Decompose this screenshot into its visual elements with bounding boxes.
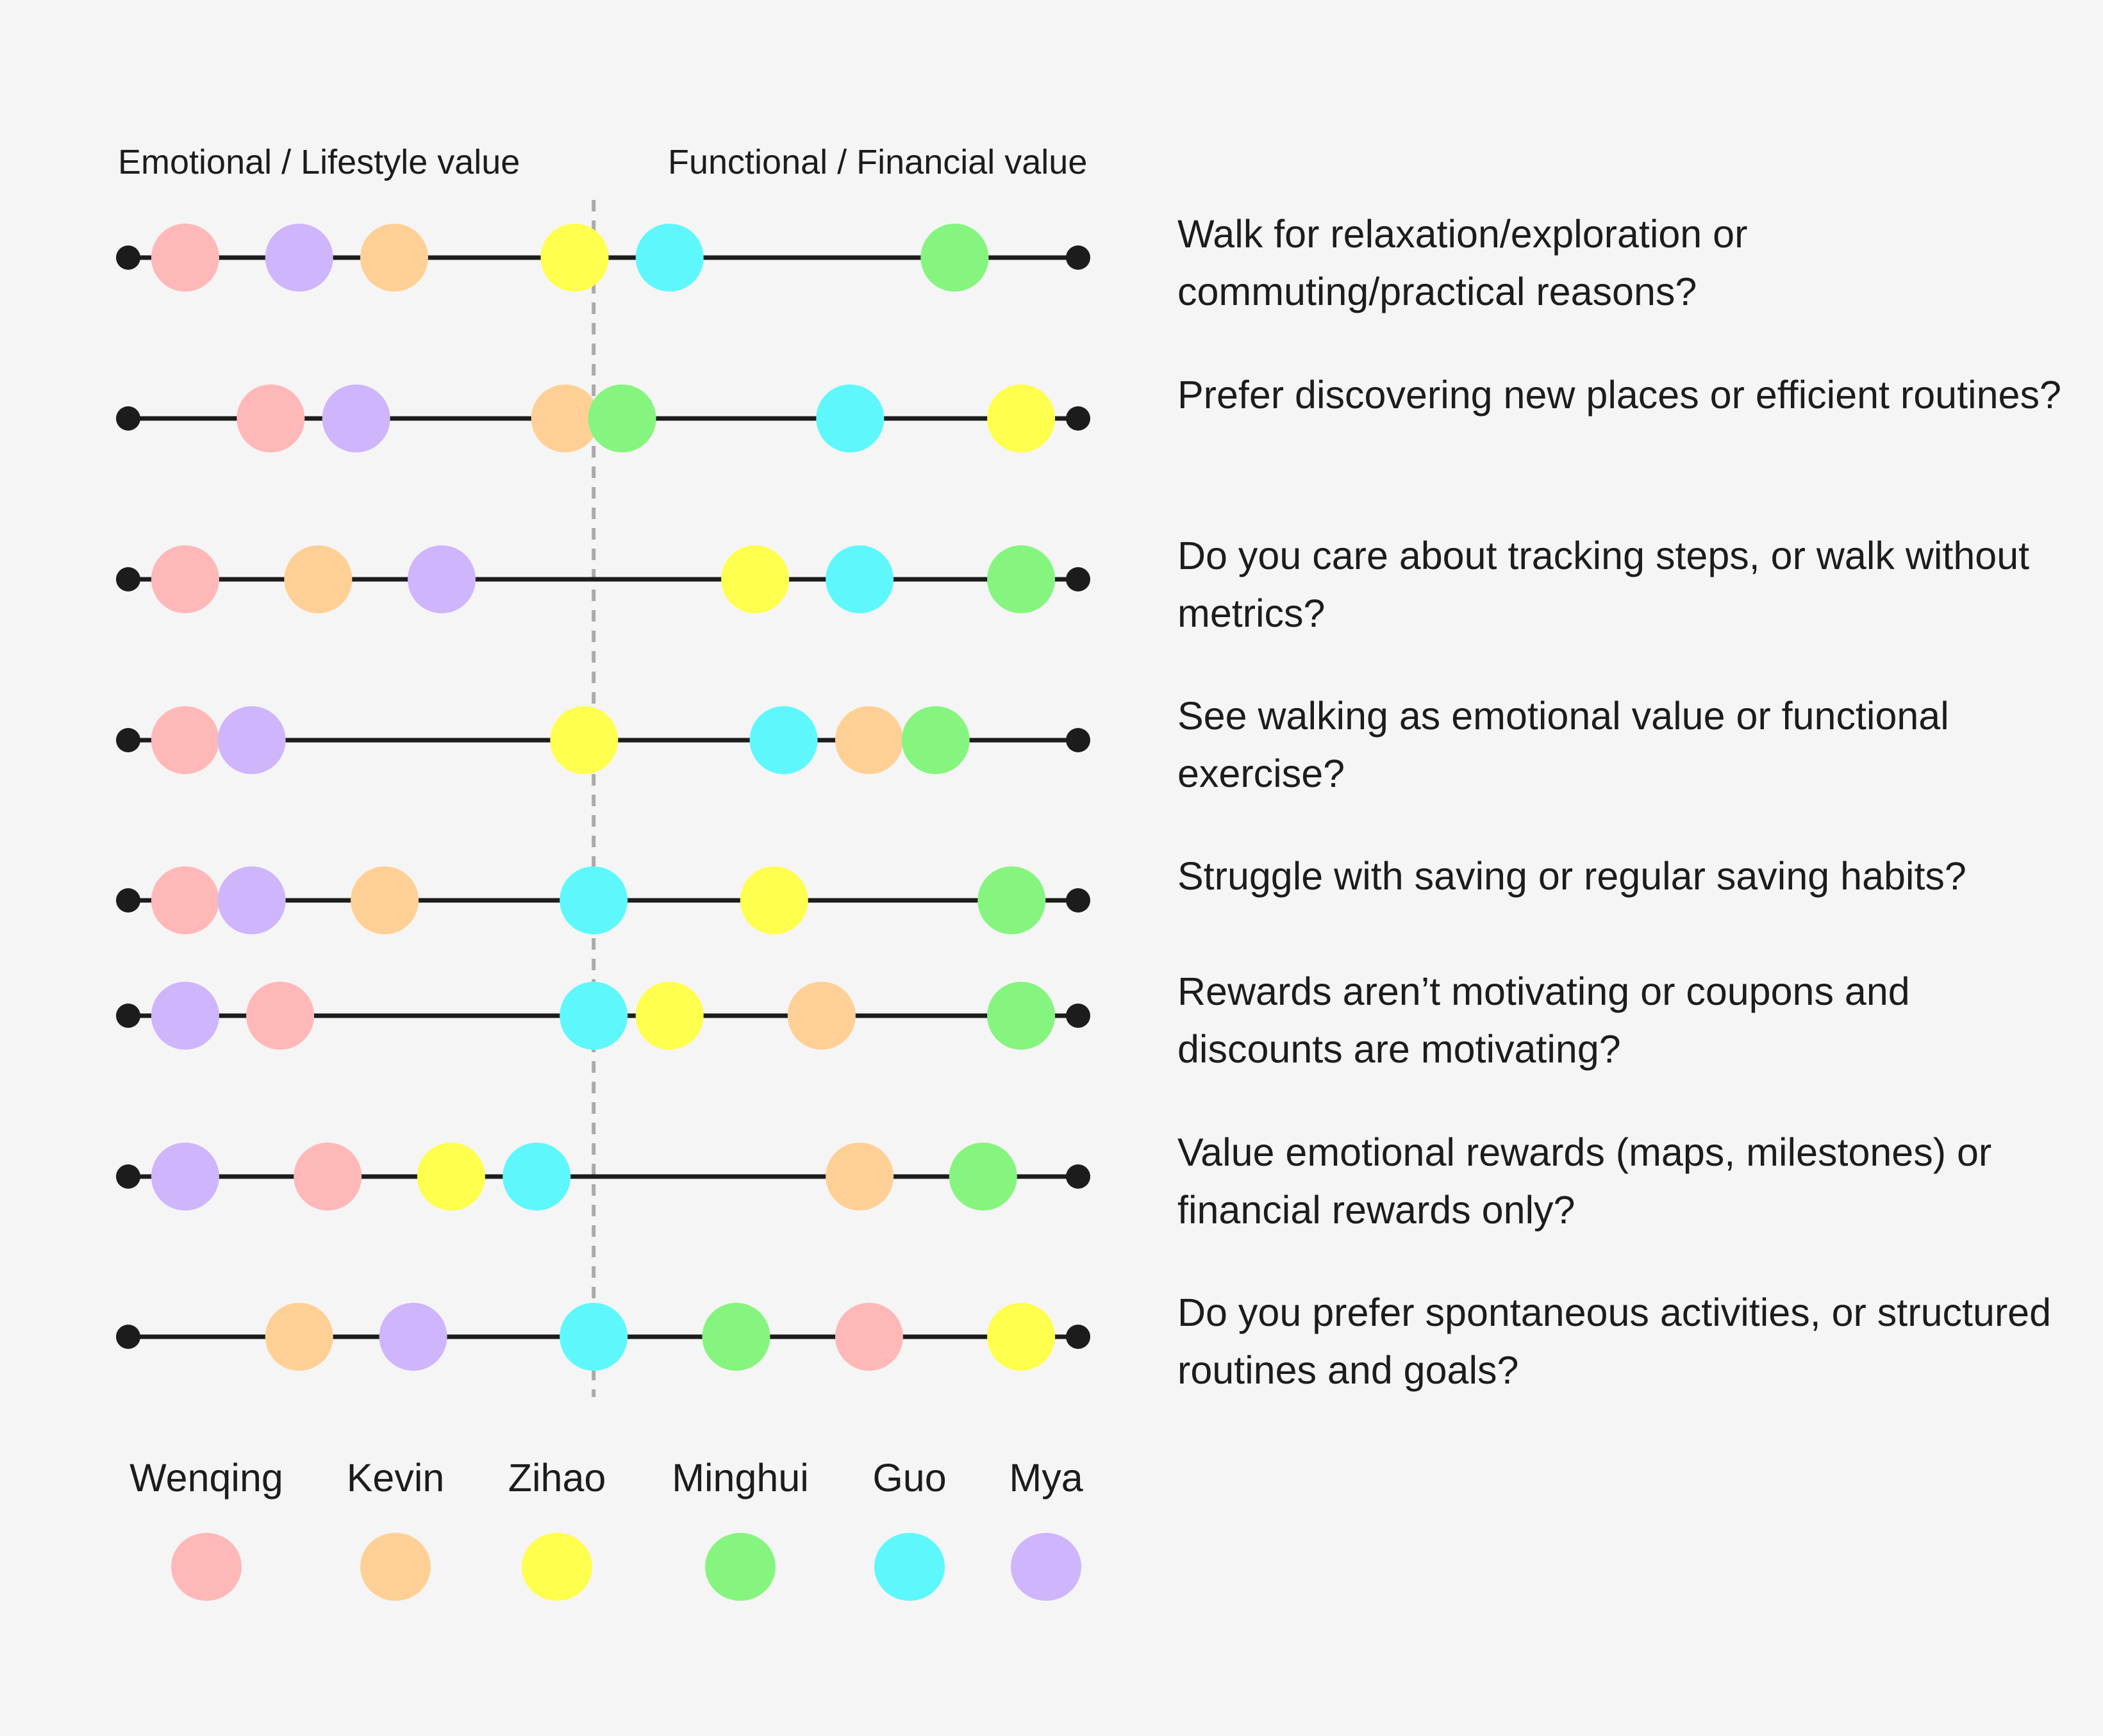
legend-name-mya: Mya xyxy=(1009,1456,1083,1500)
participant-dot-kevin xyxy=(360,224,428,292)
participant-dot-kevin xyxy=(284,545,353,613)
participant-dot-zihao xyxy=(740,866,808,934)
participant-dot-guo xyxy=(816,384,885,452)
legend-name-zihao: Zihao xyxy=(508,1456,606,1500)
line-endpoint-left xyxy=(116,1164,140,1189)
participant-dot-kevin xyxy=(265,1303,333,1371)
line-endpoint-left xyxy=(116,567,140,591)
spectrum-row xyxy=(116,545,1090,613)
spectrum-row xyxy=(116,384,1090,452)
legend-swatch-guo xyxy=(874,1533,945,1601)
participant-dot-minghui xyxy=(987,982,1056,1050)
participant-dot-guo xyxy=(749,706,818,774)
spectrum-row xyxy=(116,1303,1090,1371)
line-endpoint-right xyxy=(1066,1004,1090,1028)
participant-dot-mya xyxy=(217,706,286,774)
participant-dot-wenqing xyxy=(294,1143,362,1211)
participant-dot-mya xyxy=(151,982,219,1050)
spectrum-row xyxy=(116,866,1090,934)
line-endpoint-right xyxy=(1066,728,1090,752)
participant-dot-minghui xyxy=(920,224,989,292)
question-text: Do you prefer spontaneous activities, or… xyxy=(1177,1291,2052,1392)
question-text: See walking as emotional value or functi… xyxy=(1177,694,1949,795)
participant-dot-wenqing xyxy=(151,545,219,613)
question-text: Do you care about tracking steps, or wal… xyxy=(1177,534,2030,635)
spectrum-row xyxy=(116,224,1090,292)
participant-dot-wenqing xyxy=(151,706,219,774)
legend-swatch-wenqing xyxy=(171,1533,242,1601)
participant-dot-minghui xyxy=(977,866,1046,934)
line-endpoint-right xyxy=(1066,888,1090,913)
participant-dot-minghui xyxy=(987,545,1056,613)
participant-dot-wenqing xyxy=(246,982,315,1050)
legend-name-minghui: Minghui xyxy=(672,1456,809,1500)
legend-name-guo: Guo xyxy=(872,1456,947,1500)
participant-dot-wenqing xyxy=(835,1303,903,1371)
participant-dot-guo xyxy=(560,1303,628,1371)
line-endpoint-left xyxy=(116,406,140,431)
participant-dot-minghui xyxy=(949,1143,1017,1211)
line-endpoint-right xyxy=(1066,1325,1090,1349)
participant-dot-wenqing xyxy=(151,224,219,292)
line-endpoint-left xyxy=(116,1325,140,1349)
participant-dot-kevin xyxy=(826,1143,894,1211)
question-text: Value emotional rewards (maps, milestone… xyxy=(1177,1130,1992,1232)
spectrum-row xyxy=(116,1143,1090,1211)
participant-dot-zihao xyxy=(721,545,790,613)
participant-dot-zihao xyxy=(550,706,619,774)
line-endpoint-right xyxy=(1066,1164,1090,1189)
participant-dot-kevin xyxy=(835,706,903,774)
participant-dot-minghui xyxy=(588,384,656,452)
participant-dot-kevin xyxy=(787,982,856,1050)
legend-name-wenqing: Wenqing xyxy=(129,1456,283,1500)
question-text: Struggle with saving or regular saving h… xyxy=(1177,854,1966,898)
participant-dot-zihao xyxy=(540,224,609,292)
spectrum-row xyxy=(116,982,1090,1050)
legend-swatch-kevin xyxy=(360,1533,431,1601)
axis-label-functional: Functional / Financial value xyxy=(668,143,1088,181)
legend-swatch-minghui xyxy=(705,1533,776,1601)
spectrum-row xyxy=(116,706,1090,774)
line-endpoint-left xyxy=(116,888,140,913)
participant-dot-minghui xyxy=(702,1303,770,1371)
participant-dot-mya xyxy=(379,1303,447,1371)
participant-dot-kevin xyxy=(351,866,419,934)
participant-dot-zihao xyxy=(987,1303,1056,1371)
participant-dot-guo xyxy=(826,545,894,613)
participant-dot-guo xyxy=(503,1143,571,1211)
participant-dot-kevin xyxy=(531,384,599,452)
axis-label-emotional: Emotional / Lifestyle value xyxy=(118,143,520,181)
question-text: Prefer discovering new places or efficie… xyxy=(1177,373,2061,417)
line-endpoint-right xyxy=(1066,406,1090,431)
participant-dot-guo xyxy=(560,982,628,1050)
line-endpoint-left xyxy=(116,245,140,270)
participant-dot-zihao xyxy=(635,982,704,1050)
participant-dot-guo xyxy=(635,224,704,292)
participant-dot-mya xyxy=(408,545,476,613)
participant-dot-mya xyxy=(322,384,390,452)
participant-dot-mya xyxy=(151,1143,219,1211)
line-endpoint-left xyxy=(116,728,140,752)
participant-dot-mya xyxy=(217,866,286,934)
participant-dot-minghui xyxy=(901,706,970,774)
participant-dot-guo xyxy=(560,866,628,934)
question-text: Walk for relaxation/exploration or commu… xyxy=(1177,212,1748,313)
line-endpoint-right xyxy=(1066,245,1090,270)
participant-dot-wenqing xyxy=(237,384,305,452)
line-endpoint-right xyxy=(1066,567,1090,591)
participant-dot-mya xyxy=(265,224,333,292)
question-text: Rewards aren’t motivating or coupons and… xyxy=(1177,970,1910,1071)
participant-dot-wenqing xyxy=(151,866,219,934)
legend-swatch-zihao xyxy=(522,1533,592,1601)
legend-swatch-mya xyxy=(1011,1533,1081,1601)
participant-dot-zihao xyxy=(987,384,1056,452)
participant-dot-zihao xyxy=(417,1143,485,1211)
legend-name-kevin: Kevin xyxy=(346,1456,445,1500)
line-endpoint-left xyxy=(116,1004,140,1028)
